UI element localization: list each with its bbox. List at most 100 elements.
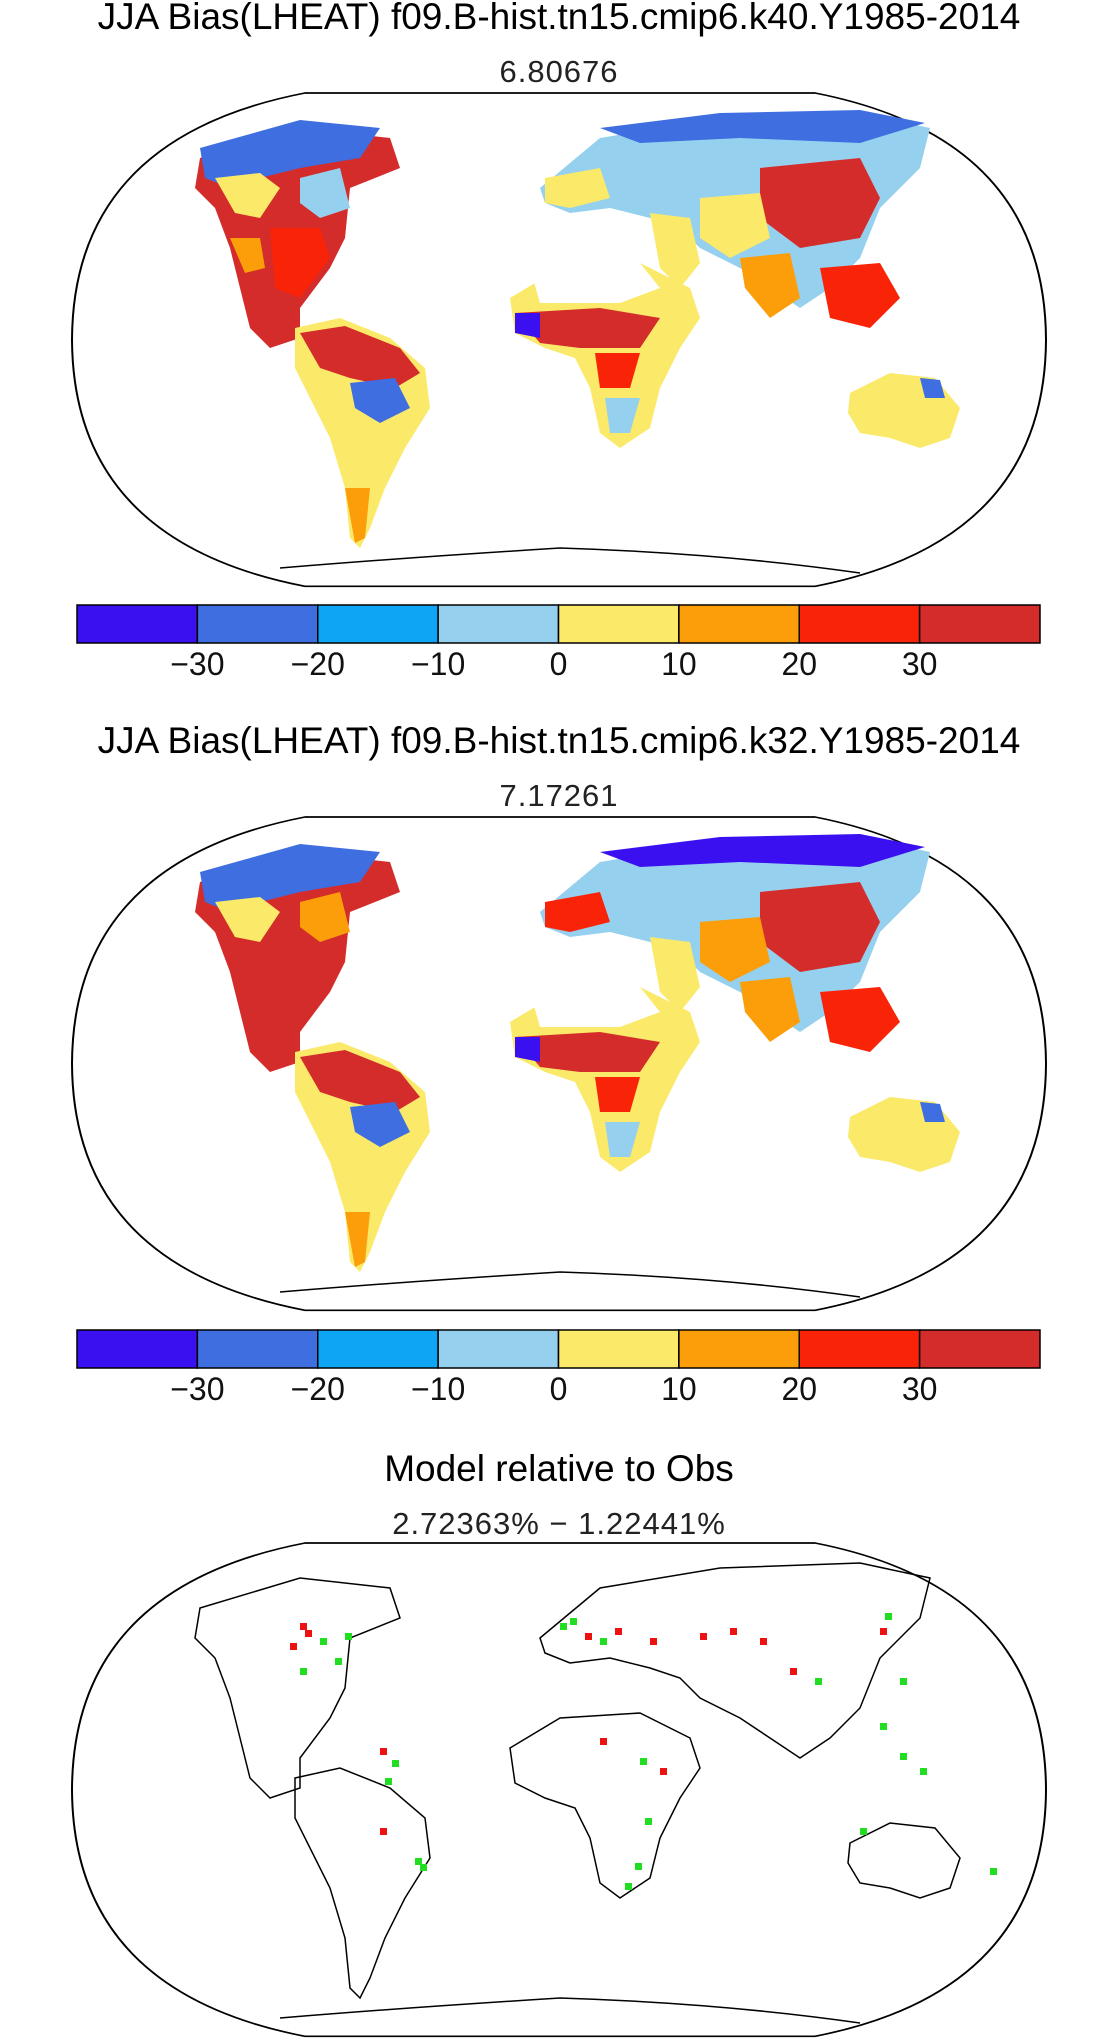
- map-frame: [70, 1542, 1048, 2038]
- relative-marker-worse: [615, 1628, 622, 1635]
- relative-marker-worse: [300, 1623, 307, 1630]
- south-america: [295, 1042, 430, 1272]
- relative-marker-worse: [380, 1748, 387, 1755]
- relative-marker-better: [900, 1753, 907, 1760]
- relative-marker-better: [885, 1613, 892, 1620]
- panel1-title: JJA Bias(LHEAT) f09.B-hist.tn15.cmip6.k4…: [97, 0, 1021, 37]
- relative-marker-better: [880, 1723, 887, 1730]
- panel1-global-mean: 6.80676: [499, 54, 619, 89]
- panel2-map: [70, 816, 1048, 1312]
- relative-marker-better: [815, 1678, 822, 1685]
- south-america-coast: [294, 1767, 431, 2000]
- south-america: [295, 318, 430, 548]
- africa-coast: [509, 1712, 701, 1899]
- relative-marker-better: [860, 1828, 867, 1835]
- eurasia: [540, 110, 930, 328]
- relative-marker-better: [335, 1658, 342, 1665]
- panel3-map: [70, 1542, 1048, 2038]
- panel2-global-mean: 7.17261: [499, 778, 619, 813]
- antarctica-coast: [279, 547, 861, 574]
- colorbar-box: [798, 1329, 921, 1369]
- panel1-map: [70, 92, 1048, 588]
- colorbar-box: [196, 604, 319, 644]
- relative-marker-worse: [700, 1633, 707, 1640]
- colorbar-box: [437, 1329, 560, 1369]
- colorbar-box: [918, 1329, 1041, 1369]
- colorbar-tick-label: −30: [170, 646, 224, 678]
- antarctica-coast: [279, 1271, 861, 1298]
- coastlines: [194, 1562, 961, 2024]
- colorbar-tick-label: −20: [291, 1371, 345, 1403]
- colorbar-box: [557, 1329, 680, 1369]
- relative-marker-worse: [305, 1630, 312, 1637]
- colorbar-tick-label: 20: [781, 1371, 817, 1403]
- panel3-summary: 2.72363% − 1.22441%: [392, 1506, 726, 1541]
- panel2-title: JJA Bias(LHEAT) f09.B-hist.tn15.cmip6.k3…: [97, 720, 1021, 761]
- colorbar-box: [798, 604, 921, 644]
- relative-marker-better: [600, 1638, 607, 1645]
- relative-marker-better: [635, 1863, 642, 1870]
- australia: [848, 373, 960, 448]
- africa: [510, 987, 700, 1172]
- relative-marker-better: [920, 1768, 927, 1775]
- colorbar-box: [196, 1329, 319, 1369]
- relative-marker-worse: [650, 1638, 657, 1645]
- relative-marker-better: [392, 1760, 399, 1767]
- north-america: [195, 120, 400, 348]
- panel2-map-content: [70, 816, 1048, 1312]
- relative-markers: [290, 1613, 997, 1890]
- colorbar-tick-label: 10: [661, 646, 697, 678]
- eurasia-coast: [539, 1562, 931, 1759]
- colorbar-box: [317, 604, 439, 644]
- panel2-colorbar: −30 −20 −10 0 10 20 30: [76, 1329, 1041, 1403]
- colorbar-tick-label: −10: [411, 646, 465, 678]
- relative-marker-worse: [660, 1768, 667, 1775]
- relative-marker-worse: [585, 1633, 592, 1640]
- relative-marker-better: [345, 1633, 352, 1640]
- colorbar-box: [678, 1329, 800, 1369]
- relative-marker-worse: [380, 1828, 387, 1835]
- colorbar-tick-label: 20: [781, 646, 817, 678]
- colorbar-tick-label: 0: [550, 646, 568, 678]
- colorbar-tick-label: 10: [661, 1371, 697, 1403]
- panel2-colorbar-boxes: [76, 1329, 1041, 1369]
- relative-marker-better: [900, 1678, 907, 1685]
- africa: [510, 263, 700, 448]
- colorbar-tick-label: 30: [902, 646, 938, 678]
- colorbar-box: [76, 1329, 199, 1369]
- relative-marker-better: [625, 1883, 632, 1890]
- panel1-map-content: [70, 92, 1048, 588]
- australia-coast: [847, 1822, 961, 1899]
- relative-marker-better: [320, 1638, 327, 1645]
- panel2-colorbar-ticks: −30 −20 −10 0 10 20 30: [170, 1371, 937, 1403]
- relative-marker-worse: [600, 1738, 607, 1745]
- antarctica-coast: [279, 1997, 861, 2024]
- colorbar-box: [76, 604, 199, 644]
- relative-marker-better: [415, 1858, 422, 1865]
- colorbar-box: [437, 604, 560, 644]
- colorbar-tick-label: 30: [902, 1371, 938, 1403]
- colorbar-box: [557, 604, 680, 644]
- relative-marker-better: [645, 1818, 652, 1825]
- relative-marker-better: [385, 1778, 392, 1785]
- relative-marker-better: [570, 1618, 577, 1625]
- relative-marker-better: [420, 1864, 427, 1871]
- panel3-title: Model relative to Obs: [384, 1448, 734, 1489]
- relative-marker-better: [300, 1668, 307, 1675]
- relative-marker-worse: [290, 1643, 297, 1650]
- relative-marker-worse: [760, 1638, 767, 1645]
- relative-marker-better: [990, 1868, 997, 1875]
- colorbar-box: [678, 604, 800, 644]
- eurasia: [540, 834, 930, 1052]
- relative-marker-better: [560, 1623, 567, 1630]
- panel1-colorbar-boxes: [76, 604, 1041, 644]
- australia: [848, 1097, 960, 1172]
- colorbar-box: [918, 604, 1041, 644]
- colorbar-tick-label: −30: [170, 1371, 224, 1403]
- north-america-coast: [194, 1577, 401, 1799]
- colorbar-tick-label: −20: [291, 646, 345, 678]
- colorbar-tick-label: −10: [411, 1371, 465, 1403]
- panel1-colorbar: −30 −20 −10 0 10 20 30: [76, 604, 1041, 678]
- relative-marker-worse: [730, 1628, 737, 1635]
- relative-marker-worse: [880, 1628, 887, 1635]
